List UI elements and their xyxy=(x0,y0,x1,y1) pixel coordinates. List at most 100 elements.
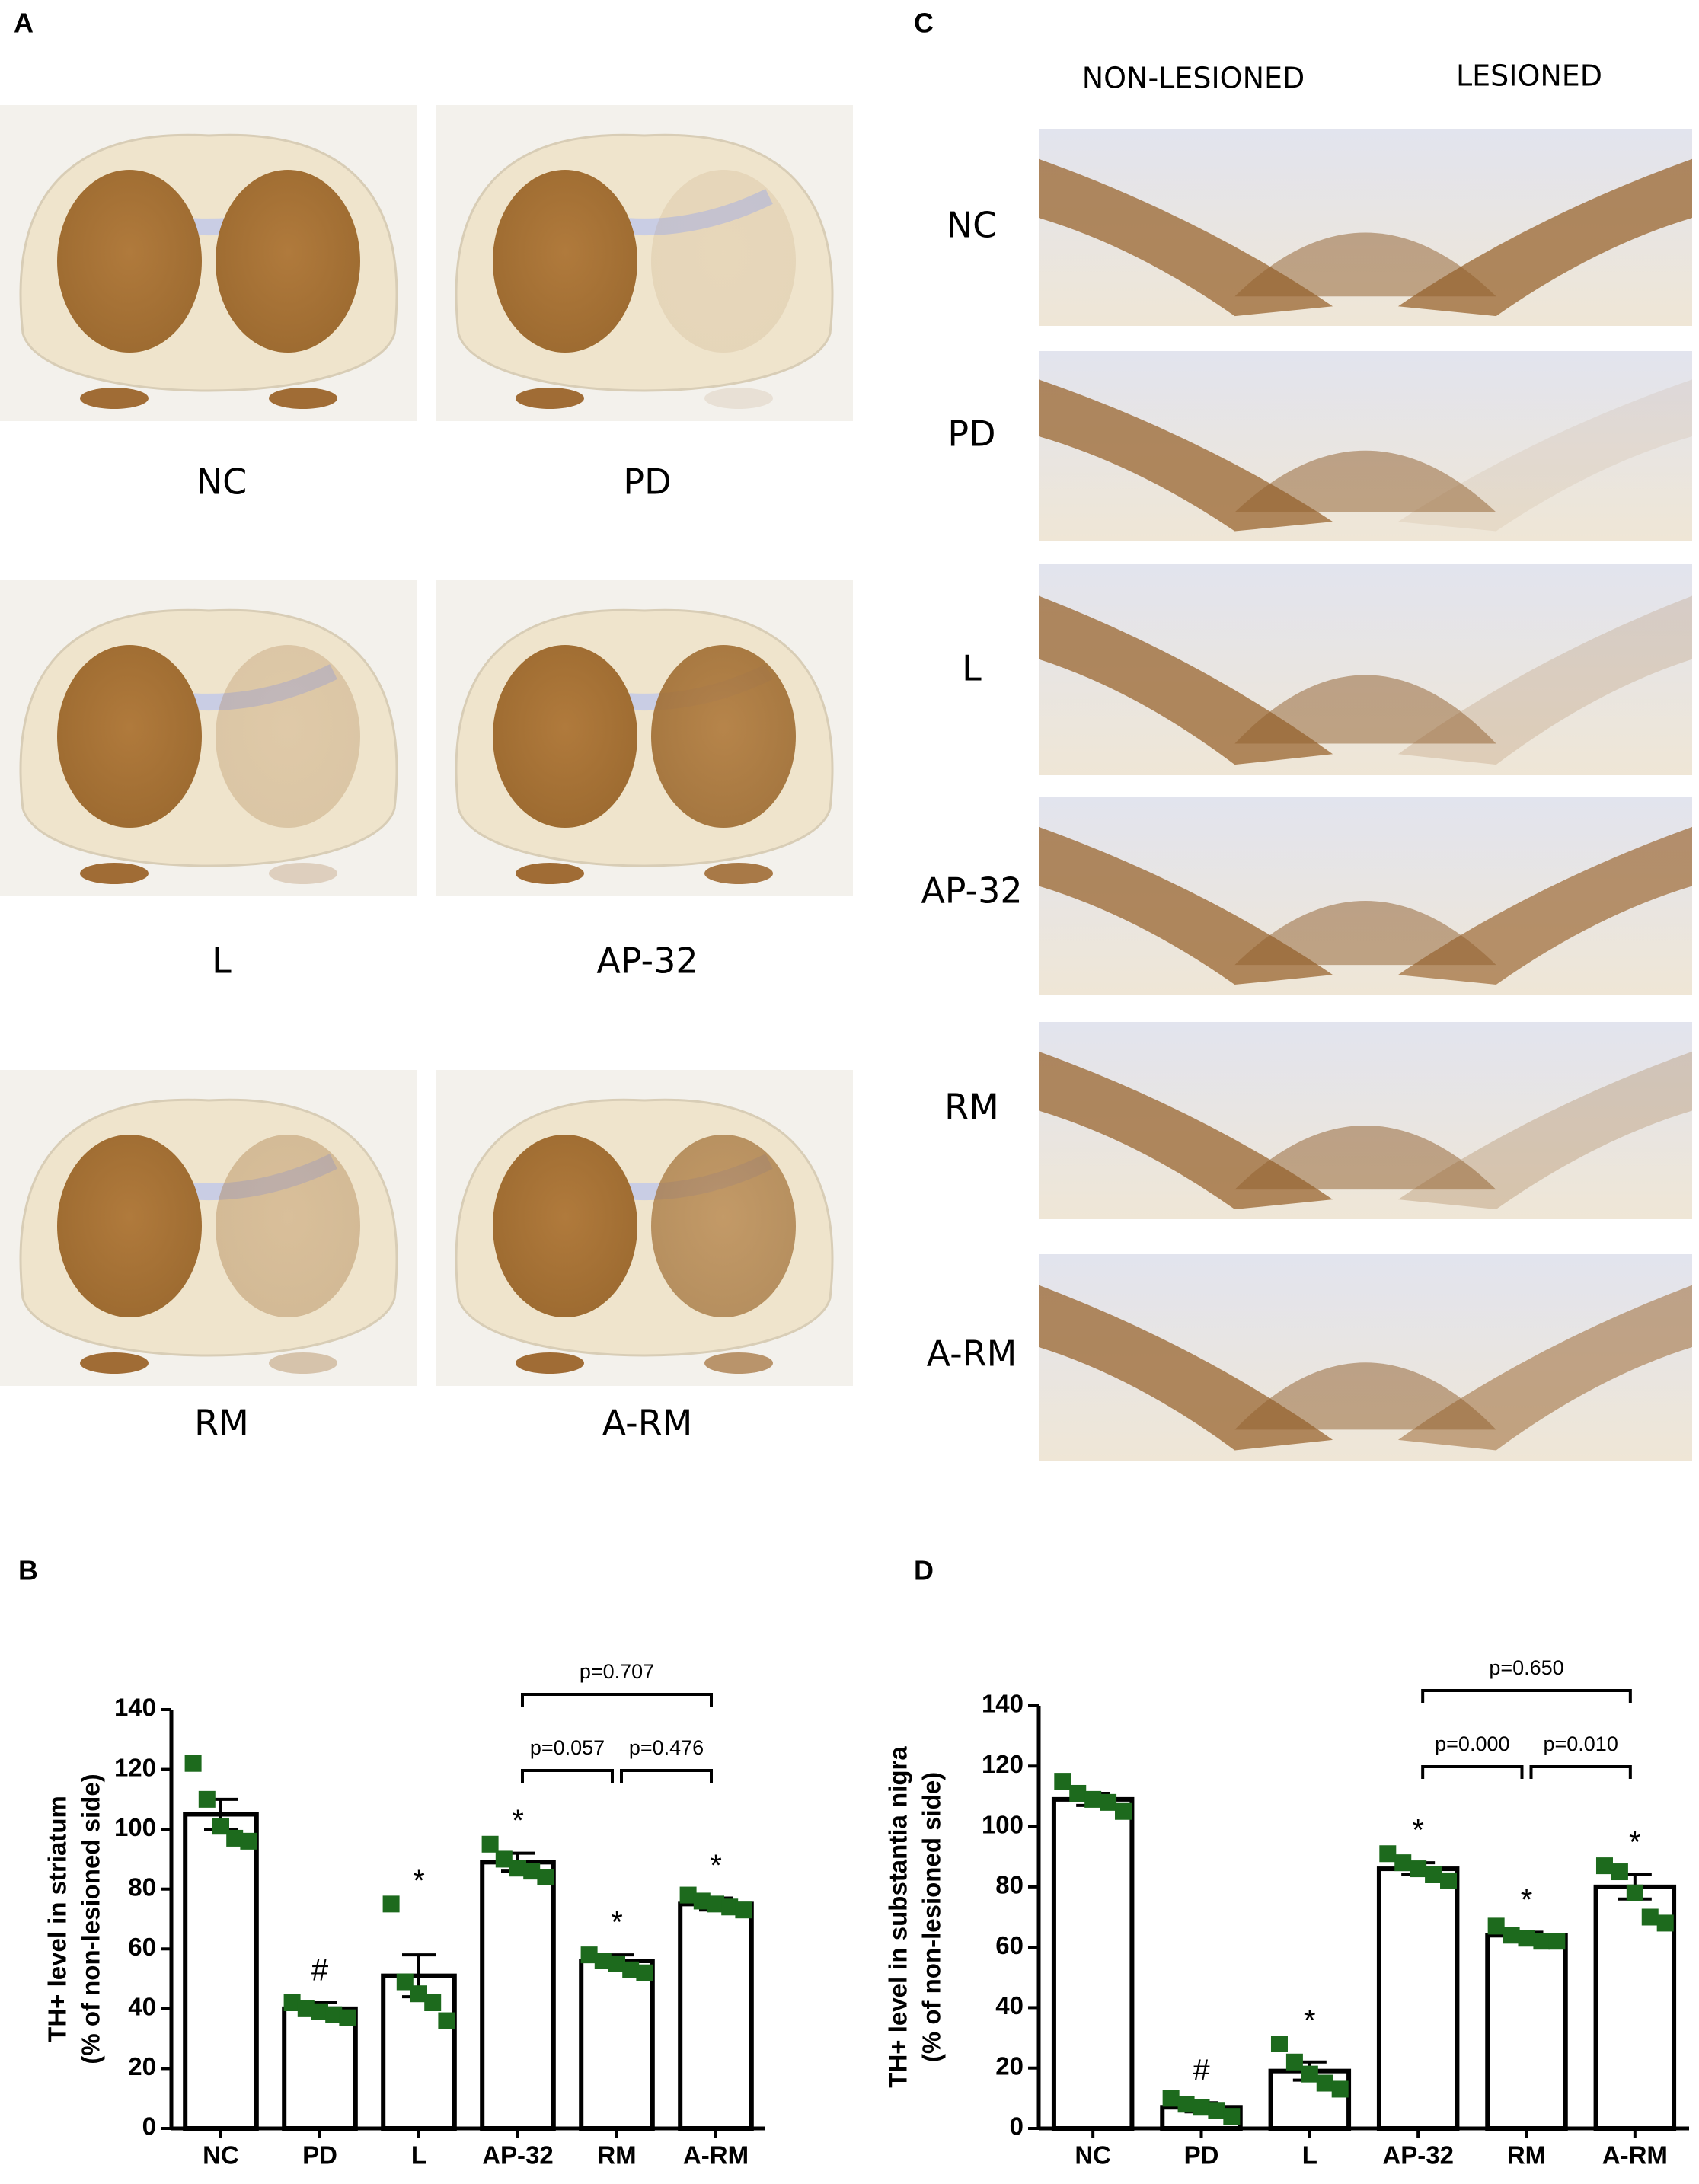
comparison-bracket xyxy=(521,1693,713,1707)
nucleus xyxy=(80,863,149,884)
vta xyxy=(1234,1362,1496,1430)
striatum xyxy=(493,170,637,353)
data-point xyxy=(1548,1933,1566,1950)
striatum xyxy=(57,170,202,353)
significance-marker: # xyxy=(311,1954,329,1988)
significance-marker: * xyxy=(1412,1814,1424,1847)
nucleus xyxy=(80,388,149,409)
data-point xyxy=(481,1835,499,1853)
comparison-bracket xyxy=(521,1769,614,1783)
nucleus xyxy=(269,863,337,884)
data-point xyxy=(1641,1908,1659,1926)
micrograph xyxy=(1039,564,1692,775)
bar xyxy=(579,1959,655,2131)
image-label: PD xyxy=(623,461,671,503)
significance-marker: * xyxy=(413,1864,425,1898)
data-point xyxy=(226,1829,244,1847)
y-tick-label: 100 xyxy=(982,1810,1024,1838)
micrograph xyxy=(1039,1254,1692,1461)
striatum xyxy=(651,1135,796,1317)
striatum xyxy=(493,645,637,828)
nucleus xyxy=(704,388,773,409)
x-tick-label: NC xyxy=(203,2141,239,2170)
data-point xyxy=(1054,1773,1071,1790)
data-point xyxy=(1316,2074,1333,2092)
data-point xyxy=(1440,1872,1458,1889)
y-tick-label: 40 xyxy=(995,1991,1024,2020)
nucleus xyxy=(269,388,337,409)
data-point xyxy=(707,1895,724,1913)
data-point xyxy=(1611,1863,1628,1881)
y-tick-label: 20 xyxy=(995,2051,1024,2080)
y-tick-label: 120 xyxy=(114,1753,156,1781)
data-point xyxy=(523,1863,541,1880)
image-label: RM xyxy=(194,1403,249,1444)
data-point xyxy=(240,1832,257,1850)
x-tick-label: A-RM xyxy=(683,2141,749,2170)
data-point xyxy=(495,1850,513,1868)
nucleus xyxy=(516,1352,584,1374)
vta xyxy=(1234,450,1496,512)
data-point xyxy=(438,2012,455,2029)
micrograph xyxy=(436,105,853,421)
micrograph xyxy=(0,105,417,421)
data-point xyxy=(410,1985,427,2003)
y-tick-label: 100 xyxy=(114,1813,156,1841)
panel-label: B xyxy=(18,1555,38,1586)
data-point xyxy=(311,2003,328,2020)
striatum xyxy=(216,170,360,353)
striatum xyxy=(57,645,202,828)
image-label: NC xyxy=(196,461,248,503)
data-point xyxy=(1394,1854,1412,1872)
image-label: PD xyxy=(947,413,995,455)
data-point xyxy=(1100,1793,1117,1811)
image-label: L xyxy=(962,648,982,689)
data-point xyxy=(608,1955,625,1972)
data-point xyxy=(424,1994,442,2011)
data-point xyxy=(297,2000,315,2017)
y-tick-label: 140 xyxy=(114,1694,156,1722)
vta xyxy=(1234,675,1496,744)
data-point xyxy=(679,1886,697,1904)
data-point xyxy=(1331,2080,1349,2098)
p-value: p=0.057 xyxy=(530,1736,605,1759)
striatum xyxy=(651,645,796,828)
bar xyxy=(183,1812,259,2131)
nucleus xyxy=(704,1352,773,1374)
significance-marker: # xyxy=(1193,2054,1210,2087)
image-label: L xyxy=(212,940,232,982)
micrograph xyxy=(0,580,417,896)
bar xyxy=(1051,1796,1135,2131)
bar xyxy=(678,1901,754,2131)
data-point xyxy=(509,1860,526,1877)
image-label: NC xyxy=(947,205,998,246)
data-point xyxy=(1518,1930,1535,1947)
significance-marker: * xyxy=(1521,1883,1533,1917)
data-point xyxy=(1379,1845,1397,1863)
data-point xyxy=(1595,1857,1613,1875)
data-point xyxy=(1208,2102,1225,2119)
significance-marker: * xyxy=(1629,1826,1641,1860)
y-tick-label: 120 xyxy=(982,1750,1024,1778)
panel-label: D xyxy=(914,1555,934,1586)
significance-marker: * xyxy=(611,1906,623,1940)
comparison-bracket xyxy=(1421,1689,1632,1703)
y-tick-label: 60 xyxy=(995,1931,1024,1959)
x-tick-label: RM xyxy=(1507,2141,1546,2170)
striatum xyxy=(57,1135,202,1317)
data-point xyxy=(1503,1927,1520,1944)
y-tick-label: 140 xyxy=(982,1690,1024,1718)
image-label: AP-32 xyxy=(596,940,698,982)
data-point xyxy=(693,1892,711,1910)
micrograph xyxy=(1039,797,1692,995)
micrograph xyxy=(1039,129,1692,326)
x-tick-label: A-RM xyxy=(1602,2141,1668,2170)
data-point xyxy=(1301,2065,1318,2083)
p-value: p=0.707 xyxy=(580,1660,654,1683)
panel-label: C xyxy=(914,8,934,39)
data-point xyxy=(212,1818,229,1835)
vta xyxy=(1234,232,1496,297)
y-axis-label: (% of non-lesioned side) xyxy=(918,1772,946,2062)
bar xyxy=(282,2006,358,2131)
